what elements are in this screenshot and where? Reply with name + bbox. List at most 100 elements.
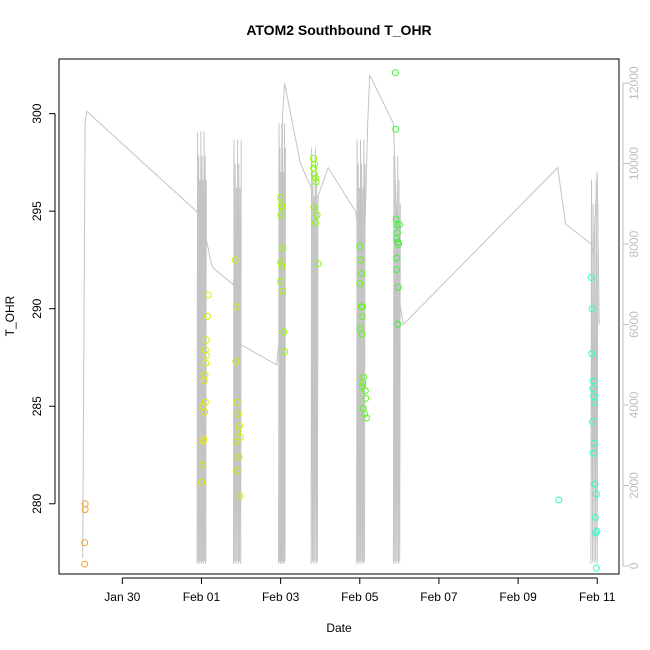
data-point: [81, 539, 89, 547]
spike-burst-7: [590, 179, 599, 564]
x-tick-label: Jan 30: [104, 590, 140, 604]
data-point: [312, 219, 319, 227]
data-point: [356, 242, 364, 250]
data-point: [310, 170, 318, 178]
x-tick-label: Feb 07: [420, 590, 458, 604]
scatter-points: [81, 69, 601, 572]
data-point: [236, 433, 244, 441]
spike-burst-4: [310, 147, 319, 564]
x-axis-label: Date: [326, 621, 352, 635]
data-point: [202, 359, 210, 367]
data-point: [393, 266, 401, 274]
data-point: [278, 203, 286, 211]
data-point: [202, 336, 210, 344]
x-axis: Jan 30 Feb 01 Feb 03 Feb 05 Feb 07 Feb 09 Feb …: [104, 577, 616, 604]
series-line: [82, 74, 600, 558]
x-tick-label: Feb 05: [341, 590, 379, 604]
data-point: [312, 174, 319, 182]
y2-tick-label: 10000: [627, 147, 641, 181]
data-point: [359, 379, 367, 387]
y2-axis: 0 2000 4000 6000 8000 10000 12000: [622, 66, 641, 569]
y2-tick-label: 8000: [627, 230, 641, 257]
plot-frame: [58, 58, 620, 575]
data-point: [555, 496, 563, 504]
y-axis: 280 285 290 295 300: [30, 103, 56, 514]
y-tick-label: 290: [30, 298, 44, 318]
data-point: [311, 160, 319, 168]
spike-burst-1: [196, 131, 207, 564]
data-point: [278, 262, 286, 270]
data-point: [277, 211, 285, 219]
data-point: [310, 203, 318, 211]
data-point: [235, 453, 243, 461]
data-point: [279, 287, 287, 295]
data-point: [361, 410, 368, 418]
y2-tick-label: 0: [627, 562, 641, 569]
y2-tick-label: 12000: [627, 66, 641, 100]
chart-title: ATOM2 Southbound T_OHR: [246, 22, 431, 38]
data-point: [201, 346, 209, 354]
y-tick-label: 300: [30, 103, 44, 123]
data-point: [233, 398, 241, 406]
data-point: [589, 449, 597, 457]
data-point: [362, 394, 370, 402]
data-point: [588, 350, 596, 358]
data-point: [357, 256, 365, 264]
data-point: [203, 313, 211, 320]
data-point: [392, 125, 400, 133]
data-point: [198, 461, 206, 469]
x-tick-label: Feb 11: [579, 590, 616, 604]
y-tick-label: 280: [30, 493, 44, 513]
data-point: [591, 480, 599, 488]
data-point: [232, 303, 240, 311]
data-point: [201, 398, 209, 406]
data-point: [81, 560, 89, 568]
data-point: [234, 410, 242, 418]
data-point: [236, 492, 244, 500]
data-point: [356, 279, 364, 287]
y2-tick-label: 6000: [627, 311, 641, 338]
data-point: [589, 385, 597, 393]
data-point: [363, 414, 370, 422]
data-point: [277, 194, 285, 201]
y2-tick-label: 4000: [627, 391, 641, 418]
data-point: [590, 439, 598, 447]
x-tick-label: Feb 01: [183, 590, 221, 604]
data-point: [358, 270, 366, 278]
data-point: [589, 418, 596, 426]
data-point: [204, 291, 212, 299]
data-point: [361, 387, 369, 395]
data-point: [279, 244, 287, 252]
data-point: [358, 313, 366, 320]
y2-tick-label: 2000: [627, 472, 641, 499]
data-point: [314, 260, 322, 268]
spike-burst-3: [278, 123, 286, 564]
data-point: [312, 178, 320, 186]
data-point: [591, 398, 598, 406]
data-point: [395, 221, 403, 229]
data-point: [277, 277, 285, 285]
data-point: [394, 320, 402, 328]
x-tick-label: Feb 03: [262, 590, 300, 604]
data-point: [391, 69, 399, 77]
data-point: [281, 348, 289, 356]
spike-lines: [196, 123, 599, 564]
data-point: [280, 328, 288, 336]
y-tick-label: 295: [30, 201, 44, 221]
data-point: [588, 305, 596, 313]
data-point: [313, 211, 321, 219]
data-point: [592, 490, 600, 498]
data-point: [358, 330, 366, 338]
data-point: [591, 513, 599, 521]
data-point: [592, 564, 600, 572]
data-point: [200, 435, 208, 443]
data-point: [589, 377, 597, 385]
y-axis-label: T_OHR: [3, 295, 17, 336]
y-tick-label: 285: [30, 396, 44, 416]
data-point: [232, 357, 240, 365]
data-point: [233, 467, 241, 475]
data-point: [394, 283, 402, 291]
data-point: [393, 221, 401, 229]
data-point: [395, 240, 403, 248]
